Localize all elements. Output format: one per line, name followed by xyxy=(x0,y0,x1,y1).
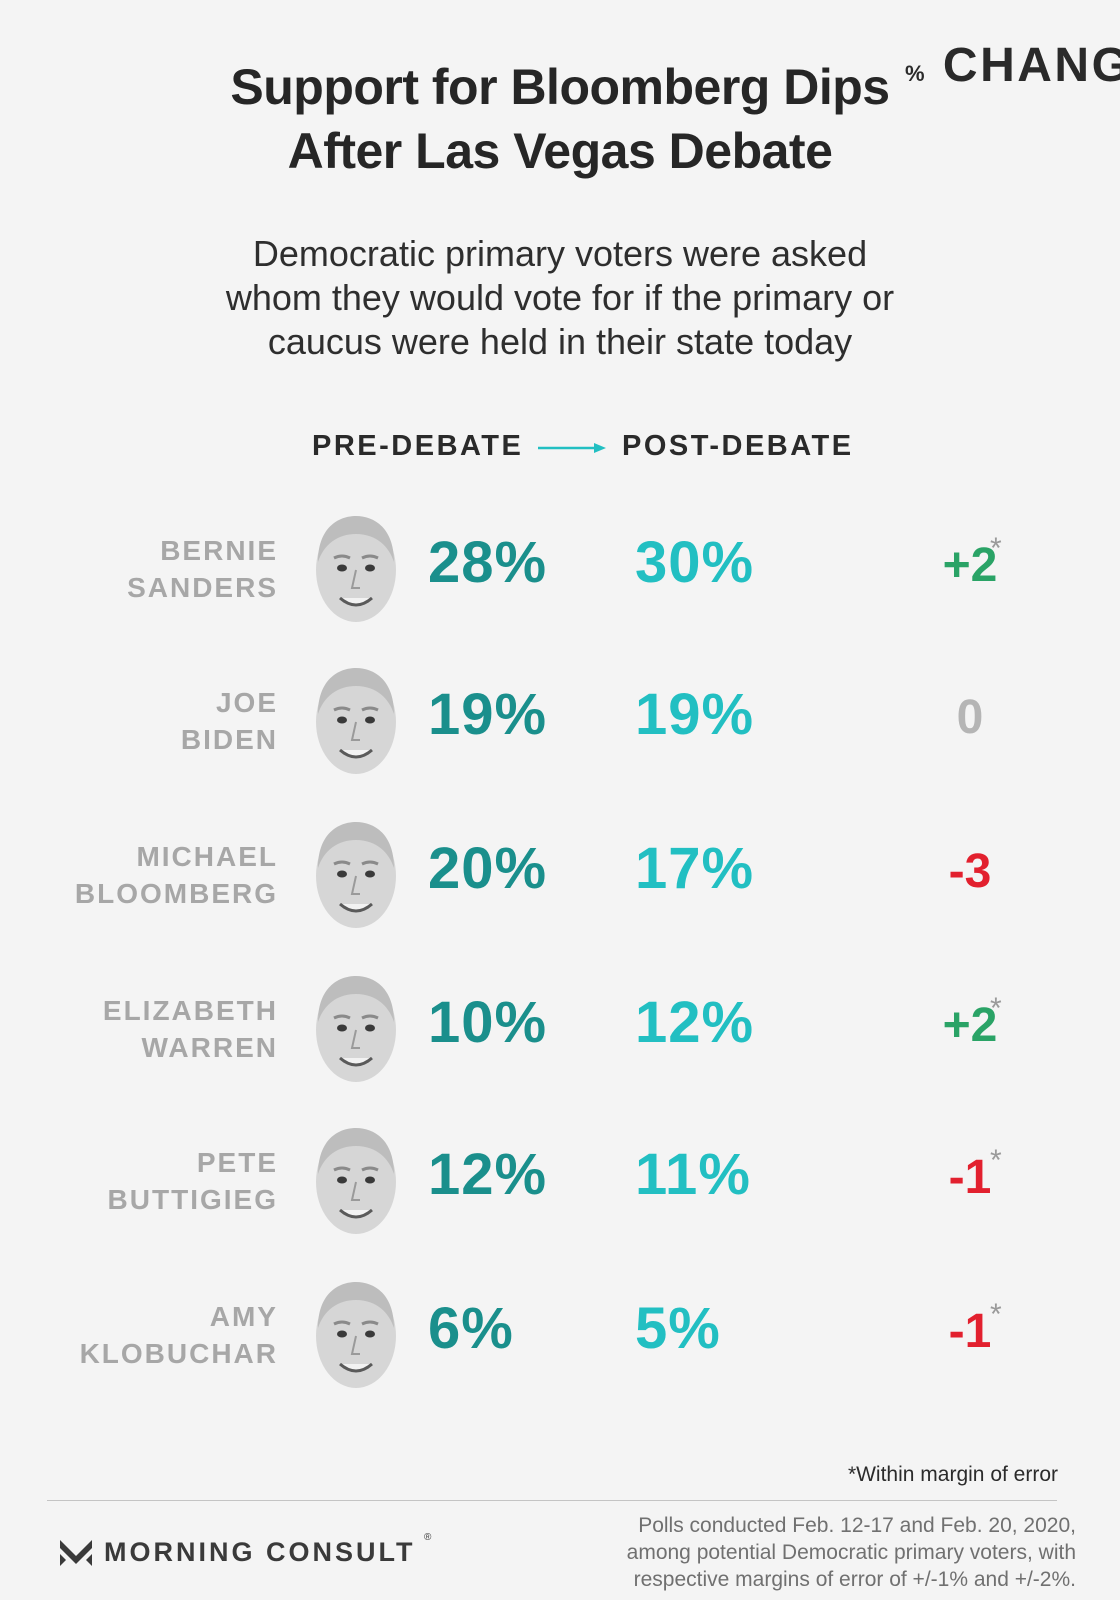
candidate-name: MICHAEL BLOOMBERG xyxy=(75,838,278,912)
candidate-portrait xyxy=(308,662,404,780)
post-debate-header: POST-DEBATE xyxy=(622,430,854,462)
chart-subtitle: Democratic primary voters were asked who… xyxy=(0,232,1120,364)
pre-debate-value: 12% xyxy=(428,1142,548,1207)
candidate-portrait xyxy=(308,1276,404,1394)
candidate-first-name: MICHAEL xyxy=(136,841,278,872)
post-debate-value: 30% xyxy=(635,530,755,595)
candidate-last-name: KLOBUCHAR xyxy=(79,1338,278,1369)
change-value: -1 xyxy=(948,1151,992,1204)
source-note: Polls conducted Feb. 12-17 and Feb. 20, … xyxy=(516,1512,1076,1593)
candidate-name: ELIZABETH WARREN xyxy=(103,992,278,1066)
subtitle-line-1: Democratic primary voters were asked xyxy=(252,233,868,274)
candidate-name: BERNIE SANDERS xyxy=(127,532,278,606)
subtitle-line-3: caucus were held in their state today xyxy=(267,321,853,362)
post-debate-value: 12% xyxy=(635,990,755,1055)
change-header-label: CHANGE xyxy=(942,39,1120,92)
candidate-portrait xyxy=(308,816,404,934)
candidate-last-name: BUTTIGIEG xyxy=(107,1184,278,1215)
candidate-row: MICHAEL BLOOMBERG 20% 17% -3 xyxy=(0,806,1120,936)
arrow-right-icon xyxy=(538,443,606,453)
pre-debate-value: 19% xyxy=(428,682,548,747)
candidate-row: BERNIE SANDERS 28% 30% +2 * xyxy=(0,500,1120,630)
source-line-3: respective margins of error of +/-1% and… xyxy=(633,1568,1076,1591)
candidate-first-name: PETE xyxy=(196,1147,278,1178)
post-debate-value: 17% xyxy=(635,836,755,901)
candidate-portrait xyxy=(308,510,404,628)
candidate-first-name: BERNIE xyxy=(160,535,278,566)
candidate-last-name: BIDEN xyxy=(180,724,278,755)
subtitle-line-2: whom they would vote for if the primary … xyxy=(225,277,895,318)
chart-title: Support for Bloomberg Dips After Las Veg… xyxy=(0,55,1120,183)
pre-debate-value: 28% xyxy=(428,530,548,595)
title-line-2: After Las Vegas Debate xyxy=(287,123,833,179)
margin-footnote: *Within margin of error xyxy=(847,1463,1058,1486)
candidate-portrait xyxy=(308,1122,404,1240)
morning-consult-logo-icon xyxy=(60,1540,92,1566)
margin-asterisk: * xyxy=(990,532,1002,565)
pre-debate-value: 6% xyxy=(428,1296,514,1361)
brand-name: MORNING CONSULT xyxy=(104,1537,416,1567)
brand-registered-mark: ® xyxy=(424,1532,432,1543)
candidate-row: PETE BUTTIGIEG 12% 11% -1 * xyxy=(0,1112,1120,1242)
change-value: -3 xyxy=(948,845,992,898)
change-value: -1 xyxy=(948,1305,992,1358)
candidate-name: JOE BIDEN xyxy=(181,684,278,758)
post-debate-value: 11% xyxy=(635,1142,751,1207)
change-header: % CHANGE xyxy=(905,36,1120,104)
title-line-1: Support for Bloomberg Dips xyxy=(230,59,890,115)
pre-debate-value: 20% xyxy=(428,836,548,901)
candidate-row: JOE BIDEN 19% 19% 0 xyxy=(0,652,1120,782)
pre-debate-value: 10% xyxy=(428,990,548,1055)
source-line-1: Polls conducted Feb. 12-17 and Feb. 20, … xyxy=(638,1514,1076,1537)
candidate-name: PETE BUTTIGIEG xyxy=(108,1144,278,1218)
source-line-2: among potential Democratic primary voter… xyxy=(626,1541,1076,1564)
candidate-row: ELIZABETH WARREN 10% 12% +2 * xyxy=(0,960,1120,1090)
candidate-first-name: JOE xyxy=(215,687,278,718)
footer-divider xyxy=(47,1500,1057,1501)
change-value: 0 xyxy=(956,691,984,744)
margin-asterisk: * xyxy=(990,1298,1002,1331)
candidate-row: AMY KLOBUCHAR 6% 5% -1 * xyxy=(0,1266,1120,1396)
margin-asterisk: * xyxy=(990,992,1002,1025)
change-value: +2 xyxy=(942,539,998,592)
post-debate-value: 5% xyxy=(635,1296,721,1361)
change-header-symbol: % xyxy=(905,61,928,86)
candidate-last-name: WARREN xyxy=(141,1032,278,1063)
candidate-last-name: SANDERS xyxy=(127,572,278,603)
pre-debate-header: PRE-DEBATE xyxy=(312,430,524,462)
candidate-portrait xyxy=(308,970,404,1088)
candidate-first-name: ELIZABETH xyxy=(102,995,278,1026)
change-value: +2 xyxy=(942,999,998,1052)
margin-asterisk: * xyxy=(990,1144,1002,1177)
candidate-name: AMY KLOBUCHAR xyxy=(80,1298,278,1372)
candidate-first-name: AMY xyxy=(209,1301,278,1332)
post-debate-value: 19% xyxy=(635,682,755,747)
candidate-last-name: BLOOMBERG xyxy=(74,878,278,909)
